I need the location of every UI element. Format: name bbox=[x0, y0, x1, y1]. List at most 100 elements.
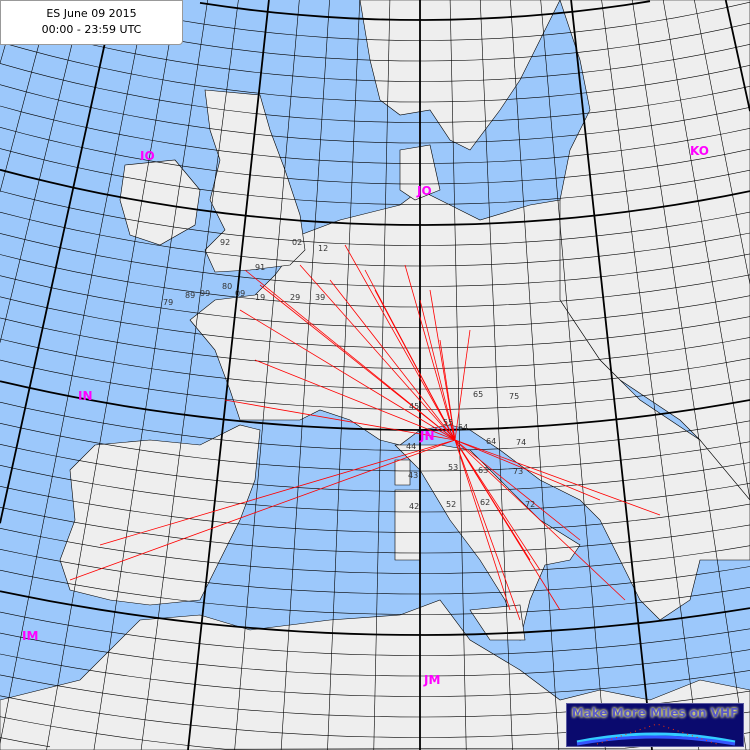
square-label: 72 bbox=[525, 500, 535, 509]
square-meridian-line bbox=[373, 0, 391, 750]
square-label: 52 bbox=[446, 500, 456, 509]
qso-path bbox=[454, 439, 661, 516]
square-label: 74 bbox=[516, 438, 526, 447]
field-meridian-line bbox=[0, 0, 116, 524]
qso-path bbox=[404, 264, 456, 441]
square-latitude-line bbox=[0, 84, 750, 144]
qso-path bbox=[429, 289, 456, 441]
map-title-box: ES June 09 2015 00:00 - 23:59 UTC bbox=[0, 0, 183, 45]
qso-path bbox=[239, 309, 456, 441]
square-meridian-line bbox=[540, 0, 606, 750]
square-meridian-line bbox=[479, 0, 513, 750]
square-label: 09 bbox=[235, 289, 245, 298]
field-meridian-line bbox=[724, 0, 750, 112]
qso-path bbox=[329, 279, 456, 441]
qso-path bbox=[99, 439, 456, 546]
square-meridian-line bbox=[0, 0, 83, 343]
qso-path bbox=[244, 269, 456, 441]
square-latitude-line bbox=[0, 275, 750, 328]
square-label: 12 bbox=[318, 244, 328, 253]
square-label: 63 bbox=[478, 466, 488, 475]
square-meridian-line bbox=[662, 0, 750, 500]
square-meridian-line bbox=[510, 0, 560, 750]
square-latitude-line bbox=[0, 338, 750, 390]
map-title: ES June 09 2015 bbox=[46, 7, 137, 20]
square-latitude-line bbox=[0, 190, 750, 246]
square-latitude-line bbox=[0, 211, 750, 267]
field-latitude-line bbox=[0, 590, 750, 636]
square-meridian-line bbox=[140, 0, 239, 750]
square-meridian-line bbox=[632, 0, 747, 750]
qso-path bbox=[439, 339, 456, 441]
land-scandinavia bbox=[359, 0, 561, 151]
field-latitude-line bbox=[0, 380, 750, 431]
locator-labels: IO JO KO IN JN IM JM 91 80 92 02 12 79 89 99 09 19 29 39 54… bbox=[22, 144, 709, 687]
land-sicily bbox=[469, 604, 526, 641]
map-time-range: 00:00 - 23:59 UTC bbox=[41, 23, 142, 36]
square-latitude-line bbox=[0, 317, 750, 369]
square-latitude-line bbox=[0, 486, 750, 533]
field-latitude-line bbox=[0, 168, 750, 226]
square-label: 54 bbox=[458, 423, 468, 432]
square-label: 79 bbox=[163, 298, 173, 307]
square-latitude-line bbox=[0, 63, 750, 123]
square-label: 62 bbox=[480, 498, 490, 507]
qso-path bbox=[454, 329, 471, 441]
field-label: IM bbox=[22, 629, 38, 643]
qso-path bbox=[419, 299, 456, 441]
square-latitude-line bbox=[0, 569, 750, 615]
qso-path bbox=[454, 439, 626, 601]
square-latitude-line bbox=[0, 359, 750, 410]
square-label: 64 bbox=[486, 437, 496, 446]
square-label: 73 bbox=[513, 467, 523, 476]
square-label: 99 bbox=[200, 289, 210, 298]
land-continent bbox=[189, 189, 750, 621]
qso-path bbox=[224, 399, 456, 441]
square-latitude-line bbox=[0, 611, 750, 656]
qso-path bbox=[344, 244, 456, 441]
square-label: 65 bbox=[473, 390, 483, 399]
square-label: 39 bbox=[315, 293, 325, 302]
square-latitude-line bbox=[0, 737, 51, 748]
land-ireland bbox=[119, 159, 201, 246]
field-meridian-line bbox=[570, 0, 653, 750]
square-latitude-line bbox=[0, 20, 750, 82]
square-latitude-line bbox=[0, 549, 750, 595]
square-label: 44 bbox=[406, 442, 416, 451]
field-label: JO bbox=[416, 184, 432, 198]
square-latitude-line bbox=[0, 401, 750, 451]
qso-paths bbox=[69, 244, 661, 621]
qso-path bbox=[454, 439, 581, 541]
logo-horizon-graphic bbox=[576, 723, 736, 746]
qso-path bbox=[454, 439, 601, 501]
square-label: 19 bbox=[255, 293, 265, 302]
square-label: 45 bbox=[409, 402, 419, 411]
square-latitude-line bbox=[0, 233, 750, 287]
square-meridian-line bbox=[280, 0, 330, 750]
square-latitude-line bbox=[0, 296, 750, 349]
qso-path bbox=[454, 439, 521, 621]
land-corsica bbox=[394, 459, 411, 486]
field-meridian-line bbox=[187, 0, 270, 750]
square-latitude-line bbox=[0, 105, 750, 164]
square-meridian-line bbox=[694, 0, 750, 285]
square-latitude-line bbox=[0, 528, 750, 574]
square-label: 80 bbox=[222, 282, 232, 291]
square-latitude-line bbox=[0, 423, 750, 472]
square-meridian-line bbox=[234, 0, 300, 750]
qso-path bbox=[454, 439, 511, 611]
qso-path bbox=[454, 439, 561, 611]
square-label: 53 bbox=[448, 463, 458, 472]
square-latitude-line bbox=[0, 507, 750, 554]
qso-path bbox=[254, 359, 456, 441]
field-label: KO bbox=[690, 144, 709, 158]
make-more-miles-logo: Make More Miles on VHF bbox=[566, 703, 744, 747]
square-label: 55 bbox=[443, 418, 453, 427]
square-latitude-line bbox=[0, 444, 750, 492]
square-latitude-line bbox=[0, 632, 750, 677]
qso-path bbox=[454, 439, 541, 571]
logo-text: Make More Miles on VHF bbox=[571, 706, 739, 720]
land-sardinia bbox=[394, 489, 421, 561]
square-meridian-line bbox=[0, 0, 146, 744]
